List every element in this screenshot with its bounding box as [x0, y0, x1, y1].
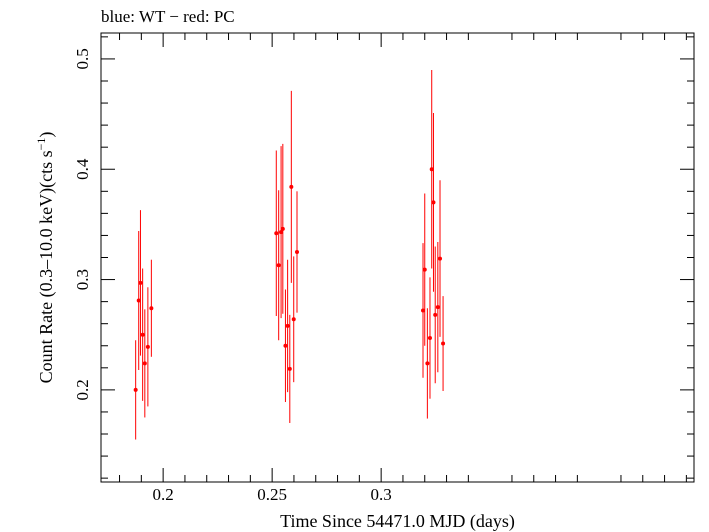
x-tick-label: 0.3 [371, 485, 392, 504]
chart-title: blue: WT − red: PC [101, 7, 235, 26]
data-point [289, 90, 294, 283]
point-marker [142, 361, 147, 366]
data-point [431, 112, 436, 292]
point-marker [138, 280, 143, 285]
point-marker [283, 343, 288, 348]
x-axis-label: Time Since 54471.0 MJD (days) [280, 511, 515, 532]
y-axis-label: Count Rate (0.3–10.0 keV)(cts s−1) [34, 132, 57, 384]
point-marker [421, 308, 426, 313]
data-points [133, 69, 446, 440]
data-point [441, 296, 446, 391]
point-marker [133, 387, 138, 392]
y-tick-label: 0.5 [73, 48, 92, 69]
point-marker [435, 305, 440, 310]
data-point [145, 287, 150, 407]
data-point [294, 191, 299, 313]
point-marker [438, 256, 443, 261]
data-point [285, 259, 290, 393]
point-marker [145, 344, 150, 349]
y-axis-label-superscript: −1 [34, 138, 48, 151]
x-tick-label: 0.2 [153, 485, 174, 504]
point-marker [285, 323, 290, 328]
data-point [138, 210, 143, 356]
point-marker [429, 167, 434, 172]
data-point [283, 289, 288, 403]
data-point [142, 309, 147, 418]
data-point [274, 150, 279, 316]
data-point [429, 69, 434, 269]
data-point [287, 314, 292, 423]
data-point [140, 268, 145, 401]
data-point [422, 193, 427, 346]
point-marker [274, 231, 279, 236]
data-point [427, 277, 432, 399]
point-marker [431, 200, 436, 205]
data-point [133, 340, 138, 440]
y-tick-label: 0.2 [73, 379, 92, 400]
data-point [136, 231, 141, 371]
data-point [438, 180, 443, 337]
point-marker [279, 230, 284, 235]
point-marker [427, 336, 432, 341]
point-marker [291, 317, 296, 322]
x-tick-label: 0.25 [257, 485, 287, 504]
point-marker [149, 306, 154, 311]
point-marker [280, 226, 285, 231]
data-point [291, 256, 296, 383]
data-point [421, 243, 426, 378]
axis-ticks [101, 33, 694, 482]
point-marker [276, 263, 281, 268]
axis-tick-labels: 0.2 0.25 0.3 0.2 0.3 0.4 0.5 [73, 48, 392, 504]
y-axis-label-main: Count Rate (0.3–10.0 keV)(cts s [36, 150, 57, 383]
data-point [276, 190, 281, 341]
data-point [280, 143, 285, 314]
point-marker [422, 267, 427, 272]
point-marker [287, 366, 292, 371]
y-tick-label: 0.4 [73, 158, 92, 180]
data-point [279, 146, 284, 319]
point-marker [289, 184, 294, 189]
data-point [435, 242, 440, 373]
data-point [433, 246, 438, 384]
point-marker [441, 341, 446, 346]
point-marker [136, 298, 141, 303]
plot-frame [100, 32, 695, 483]
point-marker [294, 249, 299, 254]
point-marker [140, 332, 145, 337]
point-marker [425, 361, 430, 366]
y-tick-label: 0.3 [73, 269, 92, 290]
y-axis-label-tail: ) [36, 132, 57, 138]
data-point [149, 259, 154, 357]
data-point [425, 308, 430, 419]
point-marker [433, 312, 438, 317]
